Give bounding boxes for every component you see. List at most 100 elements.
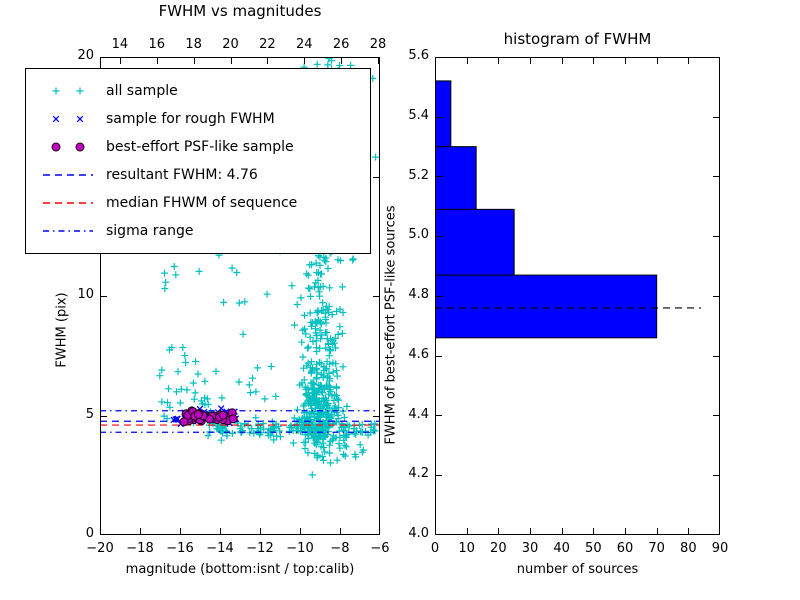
right-y-tick-label: 4.4 bbox=[408, 406, 429, 422]
plus-marker bbox=[347, 61, 355, 69]
plus-marker bbox=[304, 430, 312, 438]
plus-marker bbox=[332, 392, 340, 400]
plus-marker bbox=[336, 62, 344, 69]
plus-marker bbox=[241, 298, 249, 306]
plus-marker bbox=[302, 330, 310, 338]
plus-marker bbox=[334, 415, 342, 423]
x-marker bbox=[172, 416, 179, 423]
plus-marker bbox=[316, 344, 324, 352]
plus-marker bbox=[315, 288, 323, 296]
legend: all sample sample for rough FWHM best-effo… bbox=[25, 68, 371, 254]
legend-marker-sample bbox=[51, 142, 85, 152]
plus-marker bbox=[235, 299, 243, 307]
plus-marker bbox=[272, 420, 280, 428]
plus-marker bbox=[318, 331, 326, 339]
right-x-tick-label: 80 bbox=[680, 541, 697, 556]
plus-marker bbox=[324, 265, 332, 272]
left-plot-xlabel: magnitude (bottom:isnt / top:calib) bbox=[125, 562, 355, 577]
plus-marker bbox=[247, 389, 254, 397]
plus-marker bbox=[293, 301, 301, 308]
plus-marker bbox=[223, 432, 231, 440]
plus-marker bbox=[321, 395, 329, 403]
plus-marker bbox=[160, 412, 168, 420]
plus-marker bbox=[324, 61, 332, 69]
plus-marker bbox=[336, 444, 344, 452]
circle-marker bbox=[218, 410, 228, 420]
plus-marker bbox=[308, 366, 316, 374]
plus-marker bbox=[318, 405, 326, 413]
plus-marker bbox=[323, 335, 331, 343]
plus-marker bbox=[301, 383, 309, 391]
circle-marker bbox=[228, 414, 238, 424]
plus-marker bbox=[359, 446, 367, 454]
plus-marker bbox=[316, 326, 324, 334]
plus-marker bbox=[162, 278, 170, 286]
legend-item: best-effort PSF-like sample bbox=[32, 133, 364, 161]
right-x-tick-label: 10 bbox=[458, 541, 475, 556]
plus-marker bbox=[325, 422, 333, 430]
plus-marker bbox=[320, 372, 328, 380]
right-y-tick-label: 5.0 bbox=[408, 227, 429, 243]
plus-marker bbox=[291, 321, 298, 329]
plus-marker bbox=[319, 439, 327, 447]
plus-marker bbox=[304, 343, 312, 351]
plus-marker bbox=[324, 423, 332, 431]
plus-marker bbox=[313, 389, 321, 397]
plus-marker bbox=[336, 323, 344, 331]
plus-marker bbox=[325, 390, 333, 398]
plus-marker bbox=[268, 418, 276, 426]
plus-marker bbox=[328, 57, 335, 65]
legend-item: all sample bbox=[32, 77, 364, 105]
plus-marker bbox=[303, 362, 311, 370]
plus-marker bbox=[228, 429, 236, 437]
left-x-tick-label: −6 bbox=[370, 541, 390, 556]
plus-marker bbox=[335, 396, 342, 404]
left-x-tick-label: −14 bbox=[206, 541, 234, 556]
right-x-tick-label: 50 bbox=[585, 541, 602, 556]
plus-marker bbox=[319, 456, 327, 464]
plus-marker bbox=[319, 299, 327, 307]
legend-marker-sample bbox=[52, 115, 84, 123]
plus-marker bbox=[308, 358, 315, 366]
plus-marker bbox=[158, 398, 166, 406]
plus-marker bbox=[177, 385, 185, 393]
plus-marker bbox=[372, 153, 380, 161]
legend-label: sigma range bbox=[106, 223, 194, 239]
plus-marker bbox=[173, 388, 180, 396]
plus-marker bbox=[217, 436, 225, 444]
plus-marker bbox=[76, 87, 84, 95]
legend-item: resultant FWHM: 4.76 bbox=[32, 161, 364, 189]
left-x-tick-label: −12 bbox=[246, 541, 274, 556]
plus-marker bbox=[335, 440, 343, 448]
legend-label: sample for rough FWHM bbox=[106, 111, 275, 127]
plus-marker bbox=[320, 385, 328, 393]
plus-marker bbox=[192, 358, 199, 365]
plus-marker bbox=[334, 330, 342, 338]
plus-marker bbox=[317, 270, 325, 278]
plus-marker bbox=[349, 255, 357, 263]
plus-marker bbox=[252, 388, 260, 396]
plus-marker bbox=[313, 60, 321, 68]
plus-marker bbox=[161, 269, 168, 277]
plus-marker bbox=[237, 422, 245, 430]
histogram-bar bbox=[435, 274, 658, 339]
plus-marker bbox=[333, 395, 341, 403]
plus-marker bbox=[323, 373, 331, 381]
plus-marker bbox=[326, 284, 334, 292]
x-marker bbox=[76, 115, 84, 123]
legend-item: sample for rough FWHM bbox=[32, 105, 364, 133]
plus-marker bbox=[327, 347, 334, 355]
plus-marker bbox=[322, 409, 330, 416]
plus-marker bbox=[299, 326, 307, 334]
plus-marker bbox=[204, 432, 212, 440]
plus-marker bbox=[191, 389, 199, 397]
x-marker bbox=[52, 115, 60, 123]
circle-marker bbox=[179, 417, 189, 427]
plus-marker bbox=[298, 338, 306, 346]
plus-marker bbox=[333, 384, 341, 392]
plus-marker bbox=[325, 370, 333, 377]
left-top-x-tick-label: 28 bbox=[369, 37, 387, 52]
plus-marker bbox=[213, 425, 221, 433]
plus-marker bbox=[300, 402, 308, 410]
plus-marker bbox=[289, 427, 297, 434]
